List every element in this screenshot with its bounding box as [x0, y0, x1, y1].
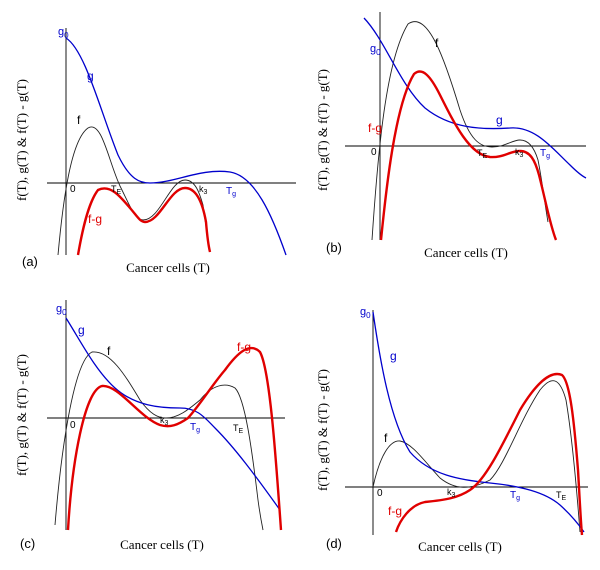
curve-f-minus-g: [76, 186, 212, 256]
panel-letter: (c): [20, 536, 35, 551]
label-g: g: [390, 349, 397, 363]
y-axis-label: f(T), g(T) & f(T) - g(T): [14, 79, 29, 201]
curve-f-minus-g: [394, 372, 584, 536]
label-f: f: [384, 431, 388, 445]
label-tg: Tg: [190, 422, 200, 434]
y-axis-label: f(T), g(T) & f(T) - g(T): [14, 354, 29, 476]
label-k3: k3: [160, 415, 169, 427]
label-g0: g0: [360, 306, 371, 320]
label-tg: Tg: [510, 490, 520, 502]
label-origin: 0: [70, 420, 76, 431]
label-f: f: [107, 344, 111, 358]
panel-a: g0 g f f-g 0 TE k3 Tg f(T), g(T) & f(T) …: [14, 26, 296, 275]
curve-g: [363, 17, 587, 179]
y-axis-label: f(T), g(T) & f(T) - g(T): [315, 69, 330, 191]
curve-g: [372, 311, 585, 533]
label-te: TE: [477, 148, 488, 160]
panel-b: g0 g f f-g 0 TE k3 Tg f(T), g(T) & f(T) …: [315, 12, 587, 260]
label-f-minus-g: f-g: [388, 504, 402, 518]
curve-g: [65, 37, 287, 256]
label-f-minus-g: f-g: [88, 212, 102, 226]
curve-f: [371, 21, 549, 241]
label-f-minus-g: f-g: [368, 121, 382, 135]
label-te: TE: [556, 490, 567, 502]
x-axis-label: Cancer cells (T): [120, 537, 204, 552]
label-te: TE: [233, 423, 244, 435]
label-f: f: [77, 113, 81, 127]
panel-letter: (d): [326, 536, 342, 551]
label-g0: g0: [370, 43, 381, 57]
label-k3: k3: [515, 147, 524, 159]
label-te: TE: [111, 184, 122, 196]
label-g: g: [496, 113, 503, 127]
label-f: f: [435, 36, 439, 50]
curve-g: [65, 317, 281, 511]
curve-f: [54, 351, 264, 531]
x-axis-label: Cancer cells (T): [424, 245, 508, 260]
label-tg: Tg: [226, 186, 236, 198]
label-k3: k3: [447, 487, 456, 499]
label-g: g: [78, 323, 85, 337]
x-axis-label: Cancer cells (T): [418, 539, 502, 554]
curve-f: [372, 380, 581, 533]
label-g0: g0: [58, 26, 69, 40]
label-origin: 0: [70, 184, 76, 195]
label-origin: 0: [377, 488, 383, 499]
panel-c: g0 g f f-g 0 TE k3 Tg f(T), g(T) & f(T) …: [14, 300, 285, 552]
panel-letter: (b): [326, 240, 342, 255]
x-axis-label: Cancer cells (T): [126, 260, 210, 275]
panel-letter: (a): [22, 254, 38, 269]
label-tg: Tg: [540, 148, 550, 160]
label-g0: g0: [56, 303, 67, 317]
panel-d: g0 g f f-g 0 TE k3 Tg f(T), g(T) & f(T) …: [315, 306, 588, 554]
label-origin: 0: [371, 147, 377, 158]
label-g: g: [87, 69, 94, 83]
y-axis-label: f(T), g(T) & f(T) - g(T): [315, 369, 330, 491]
curve-f-minus-g: [379, 70, 558, 241]
label-k3: k3: [199, 184, 208, 196]
label-f-minus-g: f-g: [237, 340, 251, 354]
curve-f-minus-g: [66, 346, 283, 531]
